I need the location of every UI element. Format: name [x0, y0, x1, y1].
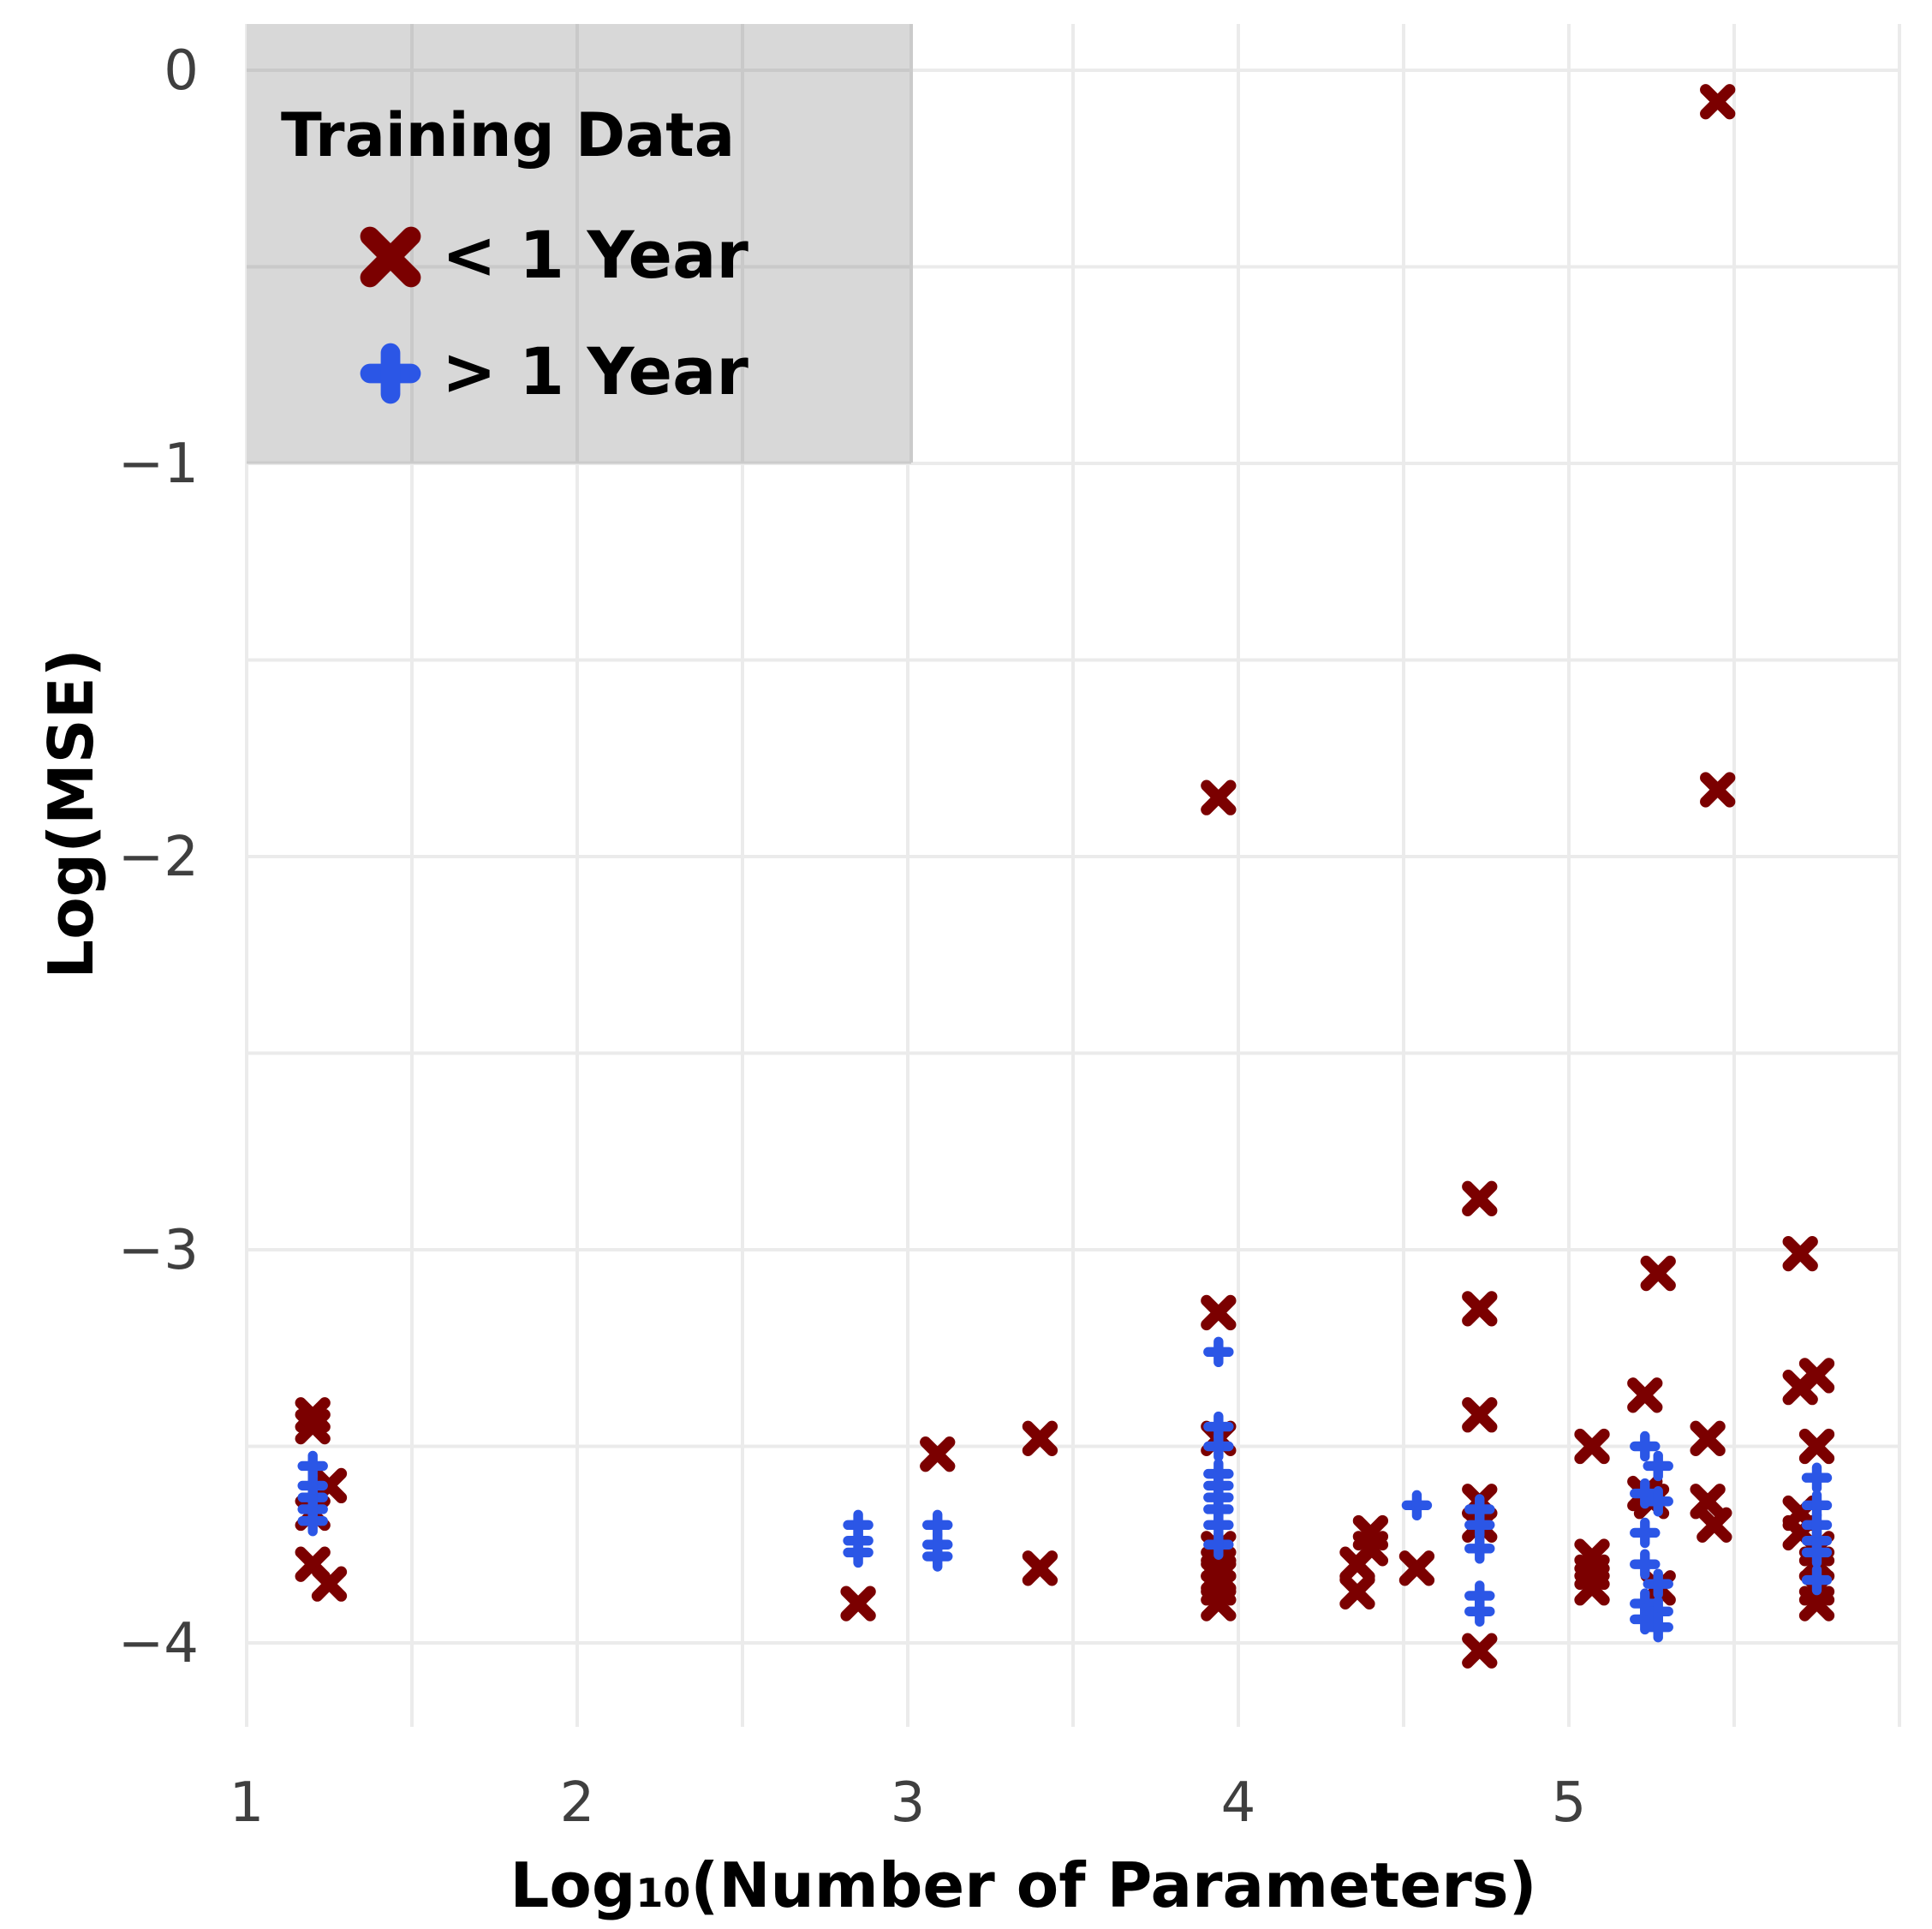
point-lt1 — [1201, 1586, 1237, 1621]
point-gt1 — [1464, 1596, 1495, 1627]
legend-x-marker-shape — [360, 226, 421, 288]
point-lt1 — [1690, 1420, 1726, 1456]
point-gt1 — [1630, 1430, 1661, 1462]
point-lt1 — [1574, 1570, 1610, 1606]
point-gt1 — [1643, 1568, 1673, 1599]
point-lt1 — [1352, 1531, 1389, 1567]
point-lt1 — [1462, 1633, 1498, 1669]
x-tick-label: 3 — [891, 1771, 926, 1835]
x-axis-title-main: Log — [510, 1849, 635, 1921]
point-lt1 — [1798, 1358, 1835, 1394]
point-gt1 — [1643, 1486, 1673, 1517]
x-axis-title-subscript: 10 — [635, 1870, 690, 1916]
point-gt1 — [1203, 1529, 1234, 1560]
y-tick-label: −4 — [118, 1612, 199, 1675]
point-gt1 — [1464, 1533, 1495, 1564]
point-gt1 — [1801, 1564, 1833, 1596]
data-points — [295, 84, 1835, 1669]
point-lt1 — [1022, 1550, 1058, 1586]
point-gt1 — [297, 1506, 328, 1537]
point-gt1 — [1801, 1537, 1833, 1568]
point-gt1 — [1643, 1611, 1673, 1643]
y-tick-label: −1 — [118, 433, 199, 496]
point-lt1 — [1696, 1507, 1732, 1543]
point-gt1 — [1643, 1450, 1673, 1482]
point-gt1 — [1203, 1430, 1234, 1462]
point-lt1 — [920, 1436, 956, 1472]
legend: Training Data < 1 Year > 1 Year — [281, 100, 748, 409]
point-gt1 — [922, 1541, 953, 1572]
x-tick-label: 5 — [1552, 1771, 1587, 1835]
point-lt1 — [1798, 1586, 1835, 1621]
legend-label-gt1: > 1 Year — [442, 333, 748, 409]
point-lt1 — [1700, 772, 1736, 808]
point-lt1 — [311, 1566, 348, 1602]
point-lt1 — [1798, 1428, 1835, 1465]
point-lt1 — [1627, 1377, 1663, 1413]
point-lt1 — [1700, 84, 1736, 120]
point-lt1 — [1640, 1255, 1676, 1292]
legend-plus-marker-shape — [360, 343, 421, 404]
y-tick-label: −3 — [118, 1219, 199, 1282]
y-tick-label: 0 — [164, 39, 199, 103]
legend-label-lt1: < 1 Year — [442, 217, 748, 293]
legend-grid-overlay — [247, 24, 913, 464]
point-lt1 — [840, 1586, 876, 1621]
legend-plus-marker-icon — [360, 343, 421, 404]
point-lt1 — [1462, 1180, 1498, 1216]
point-gt1 — [1464, 1509, 1495, 1541]
point-lt1 — [1462, 1397, 1498, 1433]
point-gt1 — [1203, 1336, 1234, 1368]
x-tick-label: 1 — [230, 1771, 265, 1835]
x-tick-label: 2 — [560, 1771, 595, 1835]
legend-x-marker-icon — [360, 226, 421, 288]
x-tick-label: 4 — [1221, 1771, 1256, 1835]
x-axis-title: Log10(Number of Parameters) — [510, 1849, 1536, 1921]
point-gt1 — [843, 1537, 874, 1568]
grid — [245, 24, 1901, 1727]
point-lt1 — [1574, 1428, 1610, 1465]
y-tick-label: −2 — [118, 826, 199, 889]
point-lt1 — [1339, 1574, 1375, 1609]
point-lt1 — [1022, 1420, 1058, 1456]
x-axis-tick-labels: 1 2 3 4 5 — [230, 1771, 1587, 1835]
point-lt1 — [1398, 1550, 1435, 1586]
y-axis-title: Log(MSE) — [35, 648, 107, 978]
point-lt1 — [1782, 1235, 1818, 1272]
x-axis-title-rest: (Number of Parameters) — [690, 1849, 1536, 1921]
point-lt1 — [1201, 1294, 1237, 1331]
point-gt1 — [1630, 1549, 1661, 1580]
point-gt1 — [1630, 1517, 1661, 1549]
point-lt1 — [295, 1408, 331, 1445]
point-lt1 — [1462, 1291, 1498, 1327]
point-gt1 — [1801, 1462, 1833, 1493]
legend-title: Training Data — [281, 100, 735, 170]
y-axis-tick-labels: 0 −1 −2 −3 −4 — [118, 39, 199, 1675]
point-gt1 — [1401, 1490, 1433, 1521]
point-lt1 — [1201, 779, 1237, 815]
